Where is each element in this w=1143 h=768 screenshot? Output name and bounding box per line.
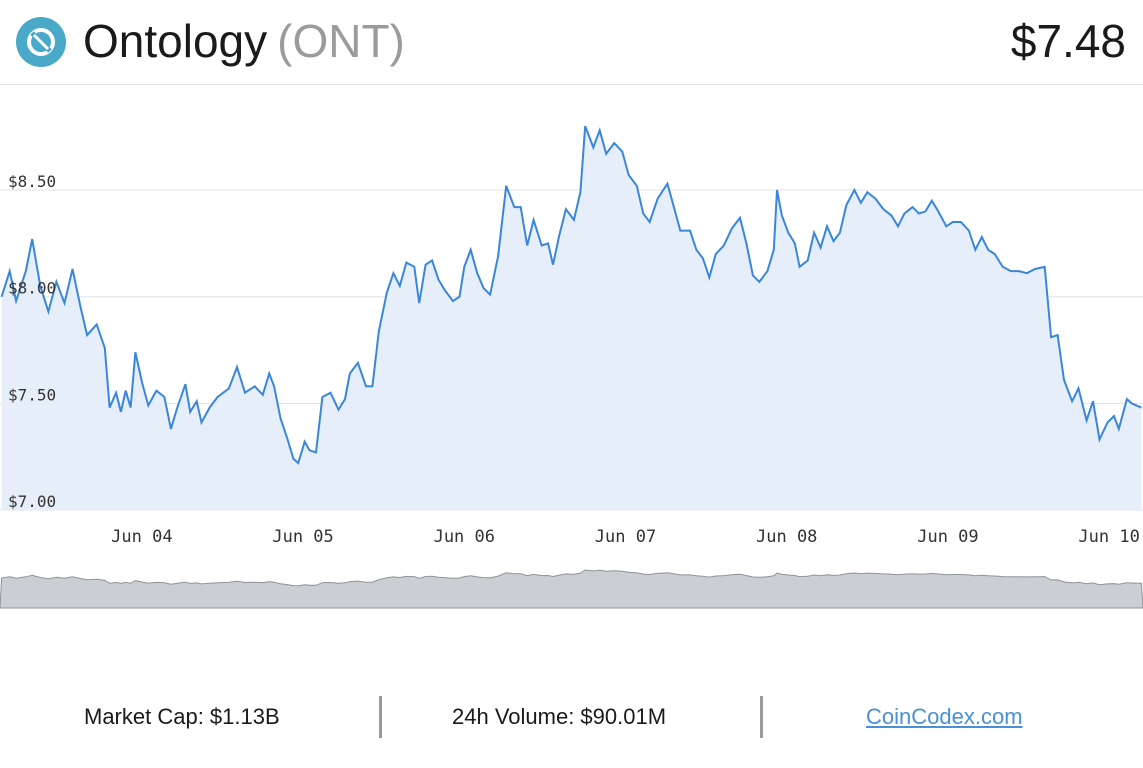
x-axis-ticks: Jun 04 Jun 05 Jun 06 Jun 07 Jun 08 Jun 09 Jun … [111,527,1140,547]
price-chart: $7.00$7.50$8.00$8.50 Jun 04 Jun 05 Jun 06 J… [0,125,1143,610]
coin-stats-footer: Market Cap: $1.13B 24h Volume: $90.01M C… [0,690,1143,746]
coin-name: Ontology [83,15,268,67]
price-line [0,125,1142,465]
coin-header: Ontology (ONT) $7.48 [0,0,1143,85]
navigator-area [0,569,1143,609]
x-tick-label: Jun 10 [1078,527,1139,547]
x-tick-label: Jun 06 [434,527,495,547]
y-tick-label: $8.00 [8,279,56,298]
y-tick-label: $7.00 [8,492,56,511]
x-tick-label: Jun 07 [595,527,656,547]
volume-text: 24h Volume: $90.01M [452,704,667,729]
coin-symbol: (ONT) [277,15,405,67]
y-axis-ticks: $7.00 $7.50 $8.00 $8.50 [8,172,56,511]
market-cap-text: Market Cap: $1.13B [84,704,280,729]
ontology-logo-icon [16,17,66,67]
current-price: $7.48 [1010,15,1126,67]
x-tick-label: Jun 04 [111,527,172,547]
x-tick-label: Jun 09 [917,527,978,547]
footer-divider [379,696,382,738]
range-navigator[interactable] [0,569,1143,610]
price-area-fill [1,126,1142,510]
x-tick-label: Jun 05 [272,527,333,547]
y-tick-label: $7.50 [8,385,56,404]
x-tick-label: Jun 08 [756,527,817,547]
coincodex-link[interactable]: CoinCodex.com [866,704,1023,729]
footer-divider [760,696,763,738]
y-tick-label: $8.50 [8,172,56,191]
coin-title: Ontology (ONT) [83,12,405,70]
